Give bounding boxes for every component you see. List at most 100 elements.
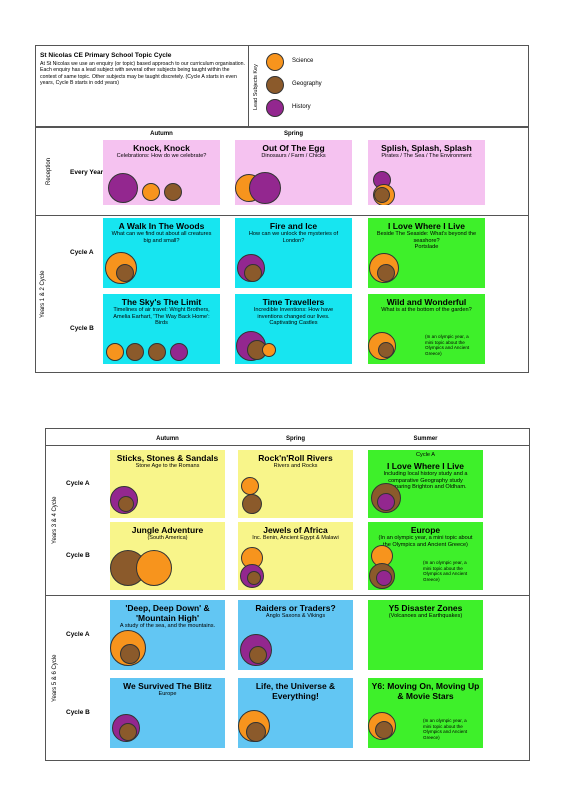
subject-circle bbox=[118, 496, 134, 512]
subject-circle bbox=[242, 494, 262, 514]
topic-cell: Jungle Adventure (South America) bbox=[110, 522, 225, 590]
subject-circle bbox=[164, 183, 182, 201]
subject-circle bbox=[126, 343, 144, 361]
section-label: Years 5 & 6 Cycle bbox=[52, 654, 58, 702]
topic-title: Sticks, Stones & Sandals bbox=[116, 453, 219, 463]
subject-circle bbox=[375, 721, 393, 739]
topic-line: Celebrations: How do we celebrate? bbox=[116, 153, 207, 159]
section-divider bbox=[45, 445, 530, 446]
section-divider bbox=[45, 595, 530, 596]
topic-cell: A Walk In The Woods What can we find out … bbox=[103, 218, 220, 288]
topic-note: (In an olympic year, a mini topic about … bbox=[423, 718, 468, 740]
key-circle bbox=[266, 99, 284, 117]
row-label: Cycle A bbox=[66, 631, 90, 638]
subject-circle bbox=[241, 477, 259, 495]
header-box bbox=[35, 45, 529, 127]
key-name: Geography bbox=[292, 81, 322, 87]
topic-cell: Rock'n'Roll Rivers Rivers and Rocks bbox=[238, 450, 353, 518]
topic-title: Europe bbox=[410, 525, 441, 535]
subject-circle bbox=[376, 570, 392, 586]
section-label: Years 1 & 2 Cycle bbox=[40, 270, 46, 318]
topic-line: Including local history study and a comp… bbox=[383, 471, 468, 491]
subject-circle bbox=[170, 343, 188, 361]
key-name: History bbox=[292, 104, 311, 110]
topic-line: Inc. Benin, Ancient Egypt & Malawi bbox=[252, 535, 339, 541]
section-divider bbox=[35, 215, 529, 216]
section-label: Reception bbox=[46, 157, 52, 185]
topic-cell: We Survived The Blitz Europe bbox=[110, 678, 225, 748]
section-divider bbox=[35, 127, 529, 128]
topic-title: Jewels of Africa bbox=[263, 525, 328, 535]
column-header: Autumn bbox=[150, 131, 173, 137]
topic-cell: Splish, Splash, Splash Pirates / The Sea … bbox=[368, 140, 485, 205]
topic-line: Portslade bbox=[414, 244, 439, 251]
key-label: Lead Subjects Key bbox=[253, 64, 259, 110]
topic-cell: I Love Where I Live Beside The Seaside: W… bbox=[368, 218, 485, 288]
topic-cell: Cycle A I Love Where I Live Including loca… bbox=[368, 450, 483, 518]
subject-circle bbox=[377, 493, 395, 511]
topic-cell: Time Travellers Incredible Inventions: Ho… bbox=[235, 294, 352, 364]
topic-tag: Cycle A bbox=[416, 452, 435, 458]
subject-circle bbox=[120, 644, 140, 664]
topic-cell: Raiders or Traders? Anglo Saxons & Viking… bbox=[238, 600, 353, 670]
key-circle bbox=[266, 76, 284, 94]
subject-circle bbox=[249, 172, 281, 204]
subject-circle bbox=[116, 264, 134, 282]
topic-line: (Volcanoes and Earthquakes) bbox=[388, 613, 463, 619]
topic-title: Y6: Moving On, Moving Up & Movie Stars bbox=[371, 681, 480, 701]
subject-circle bbox=[119, 723, 137, 741]
column-header: Spring bbox=[286, 436, 305, 442]
topic-line: What can we find out about all creatures… bbox=[111, 231, 212, 244]
topic-line: Captivating Castles bbox=[269, 320, 318, 327]
topic-cell: 'Deep, Deep Down' & 'Mountain High' A stu… bbox=[110, 600, 225, 670]
topic-title: Rock'n'Roll Rivers bbox=[258, 453, 333, 463]
subject-circle bbox=[108, 173, 138, 203]
topic-title: Fire and Ice bbox=[269, 221, 318, 231]
subject-circle bbox=[246, 722, 266, 742]
topic-cell: Y5 Disaster Zones (Volcanoes and Earthqua… bbox=[368, 600, 483, 670]
topic-title: Knock, Knock bbox=[133, 143, 190, 153]
topic-line: Pirates / The Sea / The Environment bbox=[381, 153, 472, 159]
topic-cell: Y6: Moving On, Moving Up & Movie Stars (I… bbox=[368, 678, 483, 748]
key-name: Science bbox=[292, 58, 314, 64]
topic-note: (In an olympic year, a mini topic about … bbox=[423, 560, 468, 582]
topic-title: The Sky's The Limit bbox=[121, 297, 202, 307]
topic-cell: Jewels of Africa Inc. Benin, Ancient Egyp… bbox=[238, 522, 353, 590]
key-circle bbox=[266, 53, 284, 71]
topic-line: (South America) bbox=[147, 535, 188, 541]
topic-cell: Knock, Knock Celebrations: How do we cele… bbox=[103, 140, 220, 205]
column-header: Summer bbox=[413, 436, 438, 442]
topic-title: Splish, Splash, Splash bbox=[381, 143, 472, 153]
row-label: Every Year bbox=[70, 168, 104, 176]
subject-circle bbox=[377, 264, 395, 282]
topic-line: How can we unlock the mysteries of Londo… bbox=[248, 231, 339, 244]
topic-title: I Love Where I Live bbox=[387, 461, 464, 471]
topic-title: Y5 Disaster Zones bbox=[388, 603, 463, 613]
divider bbox=[248, 45, 249, 127]
title: St Nicolas CE Primary School Topic Cycle bbox=[40, 52, 172, 59]
column-header: Spring bbox=[284, 131, 303, 137]
section-label: Years 3 & 4 Cycle bbox=[52, 496, 58, 544]
description: At St Nicolas we use an enquiry (or topi… bbox=[40, 61, 246, 86]
topic-line: Anglo Saxons & Vikings bbox=[265, 613, 326, 619]
topic-title: Jungle Adventure bbox=[131, 525, 204, 535]
topic-title: We Survived The Blitz bbox=[123, 681, 212, 691]
topic-title: Time Travellers bbox=[262, 297, 325, 307]
row-label: Cycle B bbox=[66, 552, 90, 559]
topic-title: Wild and Wonderful bbox=[386, 297, 467, 307]
subject-circle bbox=[249, 646, 267, 664]
subject-circle bbox=[262, 343, 276, 357]
subject-circle bbox=[136, 550, 172, 586]
subject-circle bbox=[148, 343, 166, 361]
topic-title: A Walk In The Woods bbox=[118, 221, 205, 231]
subject-circle bbox=[378, 342, 394, 358]
column-header: Autumn bbox=[156, 436, 179, 442]
topic-cell: Sticks, Stones & Sandals Stone Age to the… bbox=[110, 450, 225, 518]
topic-line: Stone Age to the Romans bbox=[135, 463, 200, 469]
topic-cell: Europe (In an olympic year, a mini topic … bbox=[368, 522, 483, 590]
subject-circle bbox=[247, 571, 261, 585]
topic-cell: The Sky's The Limit Timelines of air trav… bbox=[103, 294, 220, 364]
topic-line: Timelines of air travel: Wright Brothers… bbox=[113, 307, 210, 327]
topic-title: Life, the Universe & Everything! bbox=[255, 681, 336, 701]
